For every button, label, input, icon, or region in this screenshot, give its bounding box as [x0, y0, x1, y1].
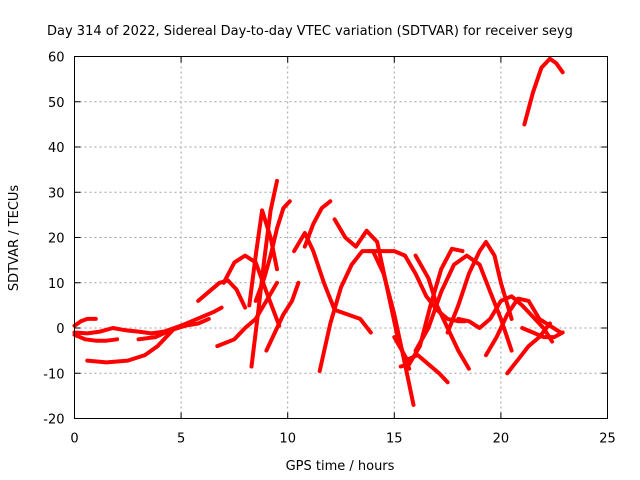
series-line-s26 — [505, 321, 552, 376]
series-line-s24 — [456, 294, 555, 344]
series-line-s19 — [398, 246, 465, 369]
y-tick-label: 10 — [48, 277, 65, 292]
series-line-s6 — [168, 305, 224, 333]
x-tick-label: 20 — [493, 432, 510, 447]
x-tick-label: 5 — [177, 432, 185, 447]
series-line-s20 — [413, 253, 471, 371]
series-line-s23 — [445, 240, 514, 335]
y-tick-label: 60 — [48, 51, 65, 66]
x-axis-label: GPS time / hours — [286, 459, 395, 474]
y-tick-label: 20 — [48, 232, 65, 247]
chart-title: Day 314 of 2022, Sidereal Day-to-day VTE… — [47, 24, 573, 39]
series-line-s3 — [72, 332, 120, 343]
x-tick-label: 0 — [70, 432, 78, 447]
series-line-s13 — [264, 280, 301, 353]
x-tick-label: 10 — [279, 432, 296, 447]
y-tick-label: 0 — [56, 322, 64, 337]
series-line-s21 — [392, 335, 450, 385]
series-line-s12 — [253, 199, 292, 303]
y-tick-label: 40 — [48, 141, 65, 156]
series-group — [72, 56, 565, 407]
series-line-s16 — [302, 199, 333, 249]
x-tick-label: 25 — [599, 432, 616, 447]
plot-frame — [74, 56, 608, 419]
x-tick-label: 15 — [386, 432, 403, 447]
y-axis-label: SDTVAR / TECUs — [7, 185, 22, 292]
y-tick-label: -10 — [43, 367, 64, 382]
series-line-s27 — [520, 326, 565, 340]
series-line-s9 — [221, 253, 282, 328]
series-line-s10 — [249, 178, 279, 369]
series-line-s2 — [72, 316, 98, 328]
series-line-s1 — [85, 328, 175, 365]
tick-labels: 0 5 10 15 20 25 -20 -10 0 10 20 30 40 50 60 — [43, 51, 616, 447]
series-line-s7 — [196, 278, 248, 310]
y-tick-label: -20 — [43, 413, 64, 428]
series-line-s14 — [292, 231, 373, 335]
series-line-s17 — [332, 217, 412, 371]
series-line-s28 — [522, 56, 565, 127]
y-tick-label: 30 — [48, 186, 65, 201]
y-tick-label: 50 — [48, 96, 65, 111]
